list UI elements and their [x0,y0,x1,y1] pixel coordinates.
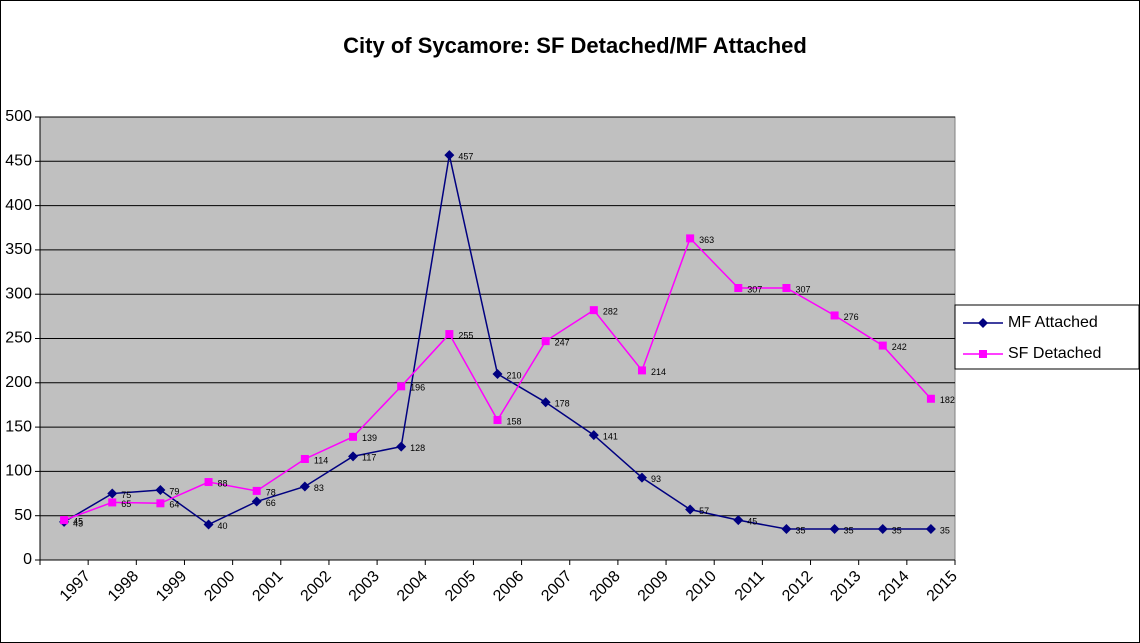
data-label: 178 [555,399,570,409]
y-tick-label: 500 [5,108,32,125]
legend-box [954,304,1140,370]
marker [588,430,599,441]
data-label: 214 [651,367,666,377]
marker [978,318,988,328]
marker [781,523,792,534]
y-tick-label: 350 [5,241,32,258]
marker [155,485,166,496]
y-tick-label: 100 [5,463,32,480]
data-label: 35 [892,525,902,535]
marker [540,397,551,408]
data-label: 363 [699,235,714,245]
data-label: 141 [603,431,618,441]
data-label: 43 [73,518,83,528]
marker [589,306,598,315]
marker [156,499,165,508]
data-label: 83 [314,483,324,493]
marker [251,496,262,507]
marker [492,368,503,379]
y-tick-label: 200 [5,374,32,391]
marker [299,481,310,492]
y-tick-label: 400 [5,197,32,214]
data-label: 88 [218,478,228,488]
y-tick-label: 0 [23,551,32,568]
marker [686,234,695,243]
data-label: 35 [940,525,950,535]
data-label: 79 [169,486,179,496]
marker [203,519,214,530]
data-label: 158 [507,416,522,426]
data-label: 210 [507,370,522,380]
data-label: 247 [555,338,570,348]
y-tick-label: 150 [5,418,32,435]
data-label: 35 [844,525,854,535]
data-label: 242 [892,342,907,352]
data-label: 307 [795,284,810,294]
marker [925,523,936,534]
data-label: 45 [747,517,757,527]
marker [60,516,69,525]
chart-title: City of Sycamore: SF Detached/MF Attache… [343,33,807,58]
marker [979,350,987,358]
data-label: 255 [458,330,473,340]
y-tick-label: 50 [14,507,32,524]
data-label: 93 [651,474,661,484]
data-label: 139 [362,433,377,443]
legend-label: MF Attached [1008,314,1098,331]
marker [396,441,407,452]
data-label: 276 [844,312,859,322]
legend-label: SF Detached [1008,345,1101,362]
marker [444,150,455,161]
data-label: 196 [410,383,425,393]
data-label: 114 [314,455,328,465]
marker [204,478,213,487]
data-label: 45 [73,517,83,527]
marker [829,523,840,534]
marker [782,283,791,292]
data-label: 75 [121,490,131,500]
data-label: 57 [699,506,709,516]
data-label: 128 [410,443,425,453]
marker [926,394,935,403]
data-label: 78 [266,487,276,497]
marker [445,330,454,339]
marker [397,382,406,391]
marker [637,366,646,375]
data-label: 35 [795,525,805,535]
marker [685,504,696,515]
data-label: 307 [747,284,762,294]
marker [108,498,117,507]
marker [877,523,888,534]
marker [541,337,550,346]
marker [107,488,118,499]
marker [878,341,887,350]
marker [636,472,647,483]
marker [348,451,359,462]
y-tick-label: 450 [5,153,32,170]
marker [252,486,261,495]
data-label: 66 [266,498,276,508]
marker [493,416,502,425]
marker [733,515,744,526]
data-label: 457 [458,151,473,161]
data-label: 40 [218,521,228,531]
marker [830,311,839,320]
data-label: 117 [362,453,376,463]
marker [300,454,309,463]
data-label: 182 [940,395,955,405]
marker [349,432,358,441]
data-label: 65 [121,499,131,509]
data-label: 282 [603,307,618,317]
y-tick-label: 300 [5,285,32,302]
marker [734,283,743,292]
y-tick-label: 250 [5,330,32,347]
data-label: 64 [169,500,179,510]
